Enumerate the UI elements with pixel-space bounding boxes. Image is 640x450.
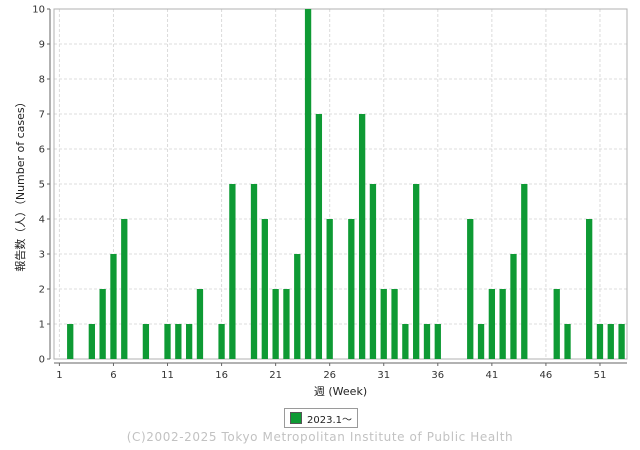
bar-week-2	[67, 324, 74, 359]
bar-week-52	[607, 324, 614, 359]
x-tick-label: 6	[110, 370, 116, 381]
y-tick-label: 9	[39, 40, 45, 51]
x-axis-title: 週 (Week)	[314, 385, 367, 398]
bar-week-26	[326, 219, 333, 359]
bar-week-36	[434, 324, 441, 359]
bar-week-19	[250, 184, 258, 359]
bar-week-16	[218, 324, 225, 359]
x-tick-label: 26	[323, 370, 336, 381]
bar-week-33	[402, 324, 409, 359]
bar-week-30	[369, 184, 377, 359]
y-tick-label: 7	[39, 110, 45, 121]
x-tick-label: 31	[377, 370, 390, 381]
bar-week-23	[294, 254, 301, 359]
y-tick-label: 2	[39, 285, 45, 296]
x-tick-label: 21	[269, 370, 282, 381]
bar-week-12	[175, 324, 182, 359]
bar-week-50	[586, 219, 593, 359]
bar-week-22	[283, 289, 290, 359]
bar-week-32	[391, 289, 398, 359]
bar-week-21	[272, 289, 279, 359]
bar-week-34	[413, 184, 420, 359]
x-tick-label: 46	[540, 370, 553, 381]
bar-week-42	[499, 289, 506, 359]
y-tick-label: 1	[39, 320, 45, 331]
plot-frame	[53, 8, 628, 360]
y-tick-label: 0	[39, 355, 45, 366]
copyright-notice: (C)2002-2025 Tokyo Metropolitan Institut…	[126, 430, 514, 444]
bar-week-11	[164, 324, 171, 359]
bar-week-14	[196, 289, 204, 359]
bar-week-17	[229, 184, 236, 359]
y-tick-label: 3	[39, 250, 45, 261]
y-tick-label: 6	[39, 145, 45, 156]
y-tick-label: 4	[39, 215, 45, 226]
x-tick-label: 36	[431, 370, 444, 381]
x-tick-label: 16	[215, 370, 228, 381]
bar-week-13	[185, 324, 193, 359]
legend-swatch	[290, 412, 302, 424]
bar-week-44	[521, 184, 528, 359]
bar-week-9	[142, 324, 150, 359]
bar-week-29	[358, 114, 366, 359]
bar-week-25	[315, 114, 323, 359]
bar-week-6	[110, 254, 117, 359]
bar-week-40	[477, 324, 485, 359]
bar-week-28	[348, 219, 355, 359]
bar-week-20	[261, 219, 268, 359]
bar-week-43	[510, 254, 517, 359]
legend-label: 2023.1～	[307, 414, 352, 426]
bar-week-4	[88, 324, 95, 359]
y-axis-title: 報告数（人）（Number of cases）	[14, 96, 27, 271]
x-tick-label: 11	[161, 370, 174, 381]
bar-week-47	[553, 289, 560, 359]
x-tick-label: 41	[485, 370, 498, 381]
y-tick-label: 5	[39, 180, 45, 191]
bar-week-35	[423, 324, 431, 359]
bar-week-39	[467, 219, 474, 359]
bar-week-5	[99, 289, 106, 359]
y-tick-label: 8	[39, 75, 45, 86]
x-tick-label: 51	[594, 370, 607, 381]
bar-week-7	[121, 219, 128, 359]
bar-week-53	[618, 324, 625, 359]
bar-week-24	[304, 9, 312, 359]
bar-week-48	[564, 324, 571, 359]
y-tick-label: 10	[32, 5, 45, 16]
x-tick-label: 1	[56, 370, 62, 381]
legend: 2023.1～	[284, 408, 358, 428]
bar-week-41	[488, 289, 496, 359]
bar-week-31	[380, 289, 387, 359]
bar-week-51	[596, 324, 604, 359]
